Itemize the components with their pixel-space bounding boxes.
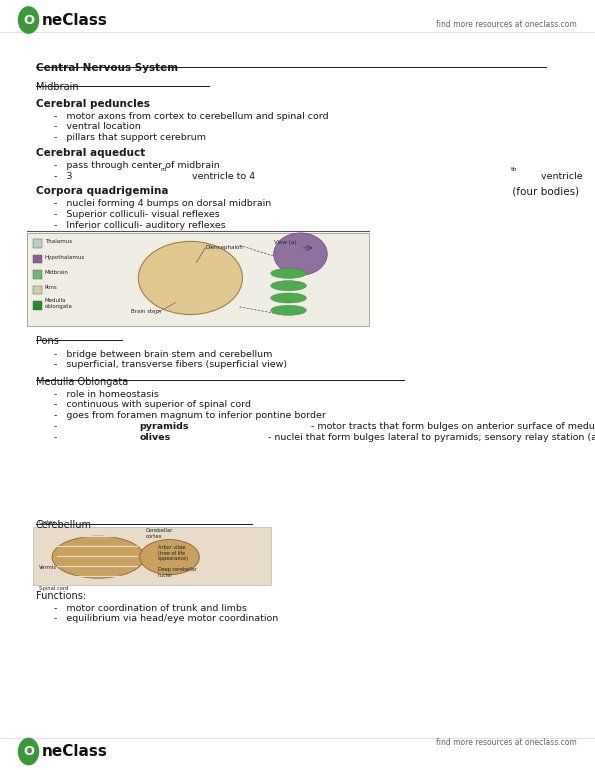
Text: neClass: neClass	[42, 744, 108, 759]
Text: Cerebral aqueduct: Cerebral aqueduct	[36, 148, 145, 158]
Ellipse shape	[271, 305, 306, 316]
Ellipse shape	[271, 268, 306, 279]
Text: - motor tracts that form bulges on anterior surface of medulla (like columns): - motor tracts that form bulges on anter…	[311, 422, 595, 431]
Text: Midbrain: Midbrain	[45, 270, 68, 275]
Text: -   Superior colliculi- visual reflexes: - Superior colliculi- visual reflexes	[54, 210, 220, 219]
FancyBboxPatch shape	[33, 286, 42, 294]
Text: -: -	[54, 433, 66, 442]
Text: -   pillars that support cerebrum: - pillars that support cerebrum	[54, 133, 205, 142]
Text: Medulla
oblongata: Medulla oblongata	[45, 298, 73, 309]
Ellipse shape	[138, 242, 243, 314]
Text: rd: rd	[161, 167, 167, 172]
Text: find more resources at oneclass.com: find more resources at oneclass.com	[436, 20, 577, 29]
Text: Pons: Pons	[45, 286, 57, 290]
Text: neClass: neClass	[42, 12, 108, 28]
Text: -   role in homeostasis: - role in homeostasis	[54, 390, 158, 399]
Ellipse shape	[271, 281, 306, 291]
Text: Thalamus: Thalamus	[45, 239, 72, 244]
Text: -   Inferior colliculi- auditory reflexes: - Inferior colliculi- auditory reflexes	[54, 221, 226, 230]
Text: Vermis: Vermis	[39, 565, 57, 570]
Text: Midbrain: Midbrain	[36, 82, 79, 92]
Text: -   motor coordination of trunk and limbs: - motor coordination of trunk and limbs	[54, 604, 246, 613]
Circle shape	[18, 738, 39, 765]
FancyBboxPatch shape	[33, 255, 42, 263]
Text: Deep cerebellar
nuclei: Deep cerebellar nuclei	[158, 567, 197, 578]
Text: -   motor axons from cortex to cerebellum and spinal cord: - motor axons from cortex to cerebellum …	[54, 112, 328, 121]
FancyBboxPatch shape	[27, 233, 369, 326]
Text: Cortex: Cortex	[39, 521, 56, 525]
Text: Cerebellar
cortex: Cerebellar cortex	[146, 528, 173, 539]
FancyBboxPatch shape	[33, 239, 42, 248]
Text: -   ventral location: - ventral location	[54, 122, 140, 132]
Text: th: th	[511, 167, 516, 172]
Text: View (a): View (a)	[274, 240, 296, 245]
Text: -   nuclei forming 4 bumps on dorsal midbrain: - nuclei forming 4 bumps on dorsal midbr…	[54, 199, 271, 209]
Ellipse shape	[140, 540, 199, 574]
Text: Hypothalamus: Hypothalamus	[45, 255, 85, 259]
Text: olives: olives	[139, 433, 171, 442]
Text: find more resources at oneclass.com: find more resources at oneclass.com	[436, 738, 577, 747]
Text: Central Nervous System: Central Nervous System	[36, 63, 178, 73]
Text: Diencephalon: Diencephalon	[205, 245, 243, 249]
Text: Corpora quadrigemina: Corpora quadrigemina	[36, 186, 168, 196]
Text: pyramids: pyramids	[139, 422, 189, 431]
Text: Medulla Oblongata: Medulla Oblongata	[36, 377, 128, 387]
Text: -   3: - 3	[54, 172, 72, 181]
Text: -: -	[54, 422, 66, 431]
FancyBboxPatch shape	[33, 527, 271, 585]
Text: -   equilibrium via head/eye motor coordination: - equilibrium via head/eye motor coordin…	[54, 614, 278, 624]
Circle shape	[18, 6, 39, 34]
Text: Pons: Pons	[36, 336, 58, 346]
Text: -   pass through center of midbrain: - pass through center of midbrain	[54, 161, 220, 170]
Text: -   continuous with superior of spinal cord: - continuous with superior of spinal cor…	[54, 400, 250, 410]
Ellipse shape	[52, 536, 145, 578]
Text: Arbor vitae
(tree of life
appearance): Arbor vitae (tree of life appearance)	[158, 544, 189, 561]
Text: Functions:: Functions:	[36, 591, 86, 601]
Text: ventricle to 4: ventricle to 4	[189, 172, 255, 181]
Text: Cerebral peduncles: Cerebral peduncles	[36, 99, 150, 109]
Text: (four bodies): (four bodies)	[509, 186, 579, 196]
Text: Spinal cord: Spinal cord	[39, 586, 68, 591]
Text: - nuclei that form bulges lateral to pyramids; sensory relay station (almost cir: - nuclei that form bulges lateral to pyr…	[268, 433, 595, 442]
Text: O: O	[23, 745, 34, 758]
Text: Brain stem: Brain stem	[131, 310, 161, 314]
Text: -   superficial, transverse fibers (superficial view): - superficial, transverse fibers (superf…	[54, 360, 287, 370]
FancyBboxPatch shape	[33, 301, 42, 310]
FancyBboxPatch shape	[33, 270, 42, 279]
Text: ventricle: ventricle	[538, 172, 583, 181]
Text: O: O	[23, 14, 34, 26]
Ellipse shape	[271, 293, 306, 303]
Text: Cerebellum: Cerebellum	[36, 520, 92, 530]
Text: -   goes from foramen magnum to inferior pontine border: - goes from foramen magnum to inferior p…	[54, 411, 325, 420]
Text: -   bridge between brain stem and cerebellum: - bridge between brain stem and cerebell…	[54, 350, 272, 359]
Ellipse shape	[274, 233, 327, 276]
